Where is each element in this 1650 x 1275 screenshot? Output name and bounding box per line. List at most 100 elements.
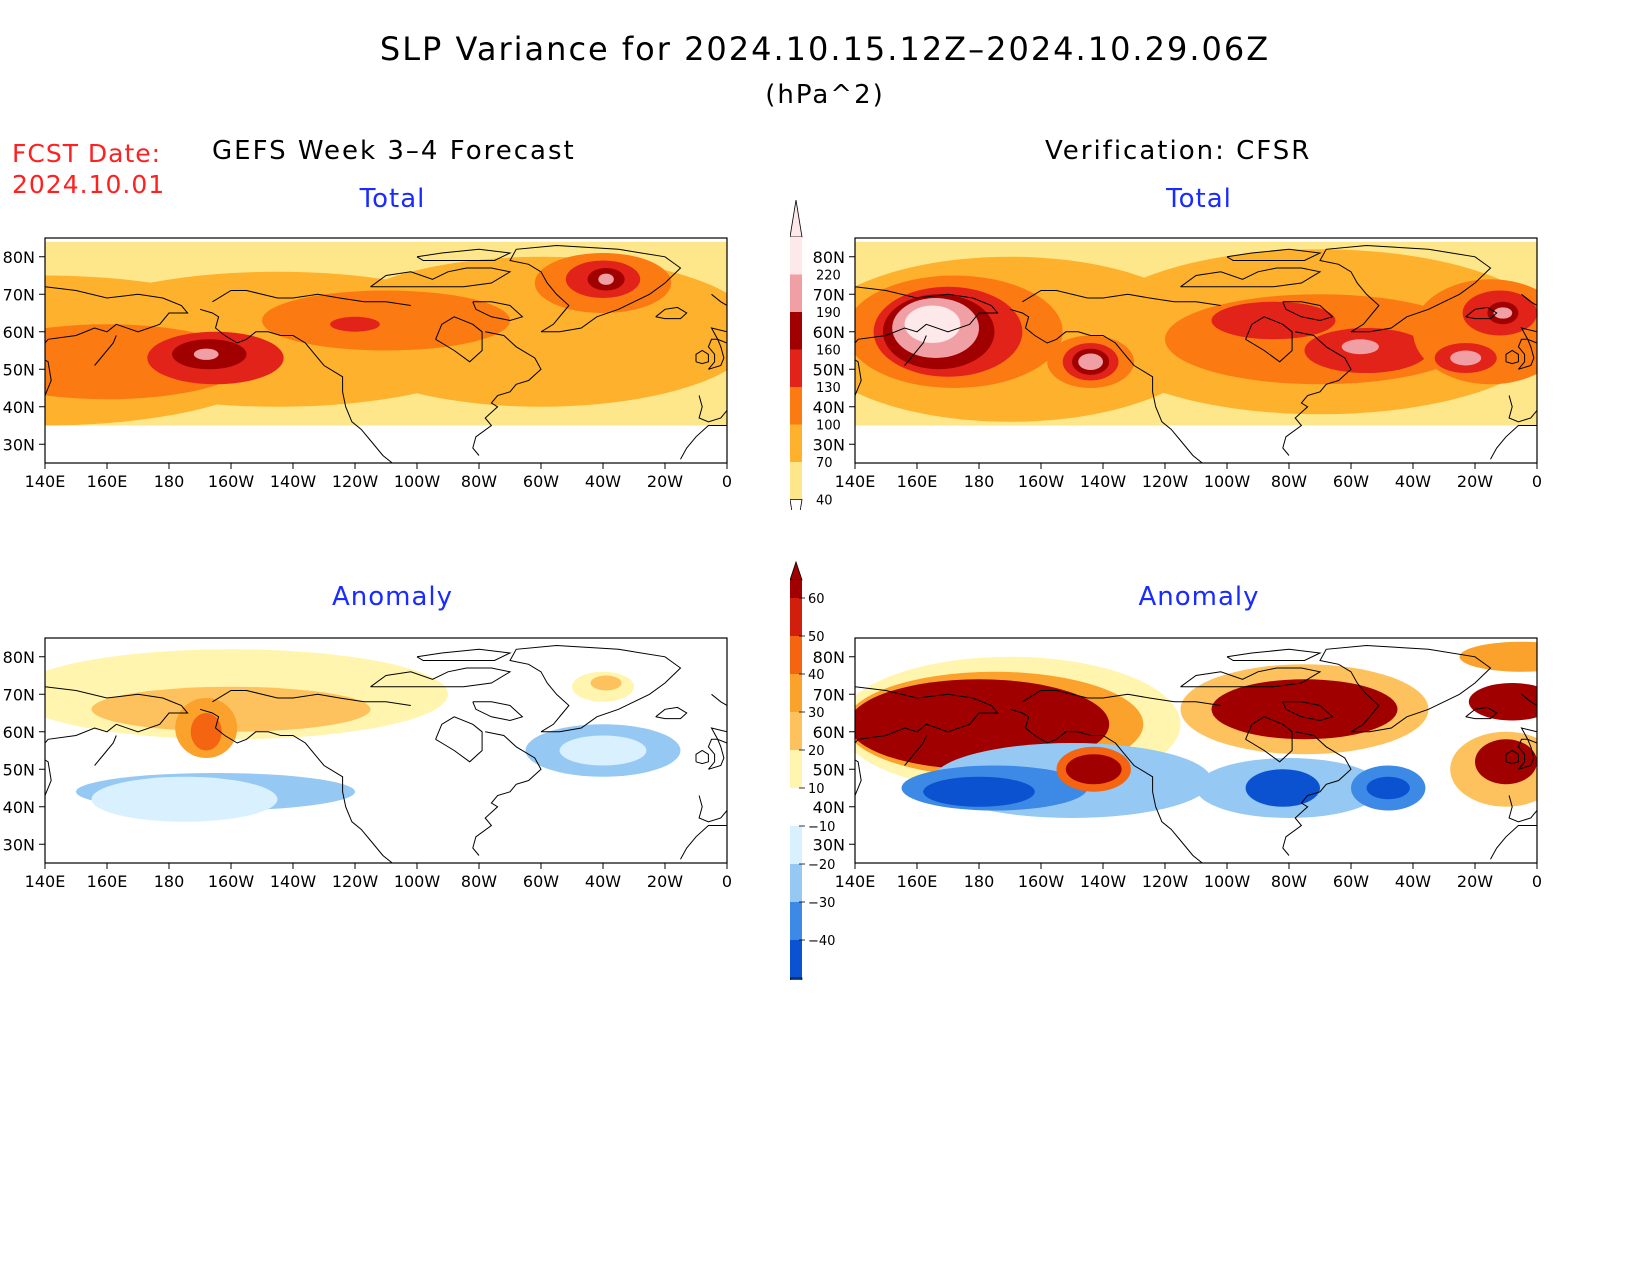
lon-tick-label: 140W bbox=[1080, 472, 1127, 491]
colorbar-segment bbox=[790, 462, 802, 500]
forecast-date-value: 2024.10.01 bbox=[12, 170, 166, 199]
lat-tick-label: 70N bbox=[3, 285, 35, 304]
coastline bbox=[1508, 395, 1537, 423]
map-gefs-total: 80N 70N 60N 50N 40N 30N 140E 160E 180 160W 140W 120… bbox=[3, 237, 732, 491]
lon-tick-label: 180 bbox=[154, 472, 185, 491]
colorbar-label: −40 bbox=[808, 934, 835, 949]
coastline bbox=[1226, 248, 1322, 261]
lat-tick-label: 60N bbox=[813, 723, 845, 742]
lat-tick-label: 40N bbox=[3, 398, 35, 417]
lon-tick-label: 20W bbox=[1457, 472, 1493, 491]
lat-tick-label: 70N bbox=[3, 685, 35, 704]
colorbar-segment bbox=[790, 712, 802, 750]
lon-tick-label: 140W bbox=[270, 872, 317, 891]
lon-tick-label: 160E bbox=[87, 472, 128, 491]
coastline bbox=[1505, 749, 1519, 765]
lat-tick-label: 40N bbox=[3, 798, 35, 817]
colorbar-label: 190 bbox=[816, 306, 841, 321]
coastline bbox=[509, 644, 682, 733]
lon-tick-label: 160W bbox=[208, 872, 255, 891]
subtitle-cfsr-total: Total bbox=[1166, 184, 1232, 214]
field-contour bbox=[193, 348, 219, 360]
column-title-cfsr: Verification: CFSR bbox=[1045, 136, 1312, 166]
coastline bbox=[416, 648, 512, 661]
field-contour bbox=[1065, 754, 1122, 785]
lon-tick-label: 60W bbox=[1333, 472, 1369, 491]
colorbar-segment bbox=[790, 826, 802, 864]
colorbar-label: 50 bbox=[808, 630, 825, 645]
field-layer bbox=[45, 238, 727, 463]
colorbar-label: 40 bbox=[816, 494, 833, 509]
lon-tick-label: 0 bbox=[722, 472, 732, 491]
colorbar-segment bbox=[790, 674, 802, 712]
colorbar-label: 10 bbox=[808, 782, 825, 797]
colorbar-label: 30 bbox=[808, 706, 825, 721]
coastline bbox=[1319, 244, 1492, 333]
lat-tick-label: 70N bbox=[813, 285, 845, 304]
coastline bbox=[1319, 644, 1492, 733]
lat-tick-label: 70N bbox=[813, 685, 845, 704]
coastline bbox=[1521, 693, 1537, 706]
lat-tick-label: 80N bbox=[813, 248, 845, 267]
colorbar-segment bbox=[790, 598, 802, 636]
subtitle-gefs-total: Total bbox=[359, 184, 426, 214]
coastline bbox=[711, 293, 727, 306]
coastline bbox=[1282, 331, 1352, 456]
coastline bbox=[472, 301, 524, 322]
field-contour bbox=[904, 305, 961, 343]
lon-tick-label: 140W bbox=[1080, 872, 1127, 891]
lon-tick-label: 120W bbox=[332, 472, 379, 491]
coastline bbox=[1282, 301, 1334, 322]
lat-tick-label: 40N bbox=[813, 398, 845, 417]
coastline bbox=[1465, 306, 1498, 320]
colorbar-arrow-bottom bbox=[790, 499, 803, 510]
colorbar-total: 40 70 100 130 160 190 220 bbox=[790, 200, 841, 510]
colorbar-arrow-top bbox=[790, 200, 803, 238]
lon-tick-label: 160E bbox=[897, 472, 938, 491]
map-frame bbox=[854, 237, 1538, 464]
coastline bbox=[707, 738, 725, 770]
lat-tick-label: 30N bbox=[3, 835, 35, 854]
map-cfsr-anomaly: 80N 70N 60N 50N 40N 30N 140E 160E 180 160W 140W 120… bbox=[813, 637, 1542, 891]
field-contour bbox=[91, 776, 278, 822]
colorbar-segment bbox=[790, 349, 802, 387]
lon-tick-label: 80W bbox=[461, 472, 497, 491]
units-label: (hPa^2) bbox=[765, 80, 885, 110]
coastline bbox=[1180, 267, 1322, 288]
coastline bbox=[370, 267, 512, 288]
lon-tick-label: 80W bbox=[1271, 472, 1307, 491]
field-contour bbox=[190, 713, 222, 751]
lon-tick-label: 20W bbox=[647, 472, 683, 491]
coastline bbox=[472, 331, 542, 456]
lon-tick-label: 160W bbox=[1018, 472, 1065, 491]
coastline bbox=[1520, 327, 1537, 344]
coastline bbox=[1490, 825, 1537, 860]
coastline bbox=[855, 286, 999, 396]
lon-tick-label: 140E bbox=[835, 472, 876, 491]
subtitle-gefs-anomaly: Anomaly bbox=[331, 582, 454, 612]
lon-tick-label: 140E bbox=[835, 872, 876, 891]
lat-tick-label: 80N bbox=[3, 648, 35, 667]
coastline bbox=[707, 338, 725, 370]
lat-tick-label: 30N bbox=[813, 835, 845, 854]
lat-tick-label: 40N bbox=[813, 798, 845, 817]
coastline bbox=[680, 825, 727, 860]
coastline bbox=[1022, 690, 1221, 706]
coastline bbox=[199, 308, 393, 463]
coastline bbox=[710, 327, 727, 344]
coastline bbox=[1245, 316, 1293, 363]
coastline bbox=[1282, 731, 1352, 856]
coastline bbox=[1009, 308, 1203, 463]
colorbar-label: 160 bbox=[816, 344, 841, 359]
coastline bbox=[1180, 667, 1322, 688]
field-contour bbox=[262, 290, 510, 351]
coastline bbox=[212, 290, 411, 306]
lon-tick-label: 120W bbox=[332, 872, 379, 891]
lat-tick-label: 80N bbox=[3, 248, 35, 267]
lon-tick-label: 20W bbox=[647, 872, 683, 891]
coastline bbox=[45, 286, 189, 396]
coastline bbox=[94, 735, 117, 766]
colorbar-label: 60 bbox=[808, 592, 825, 607]
field-contour bbox=[330, 316, 380, 332]
coastline bbox=[695, 349, 709, 365]
